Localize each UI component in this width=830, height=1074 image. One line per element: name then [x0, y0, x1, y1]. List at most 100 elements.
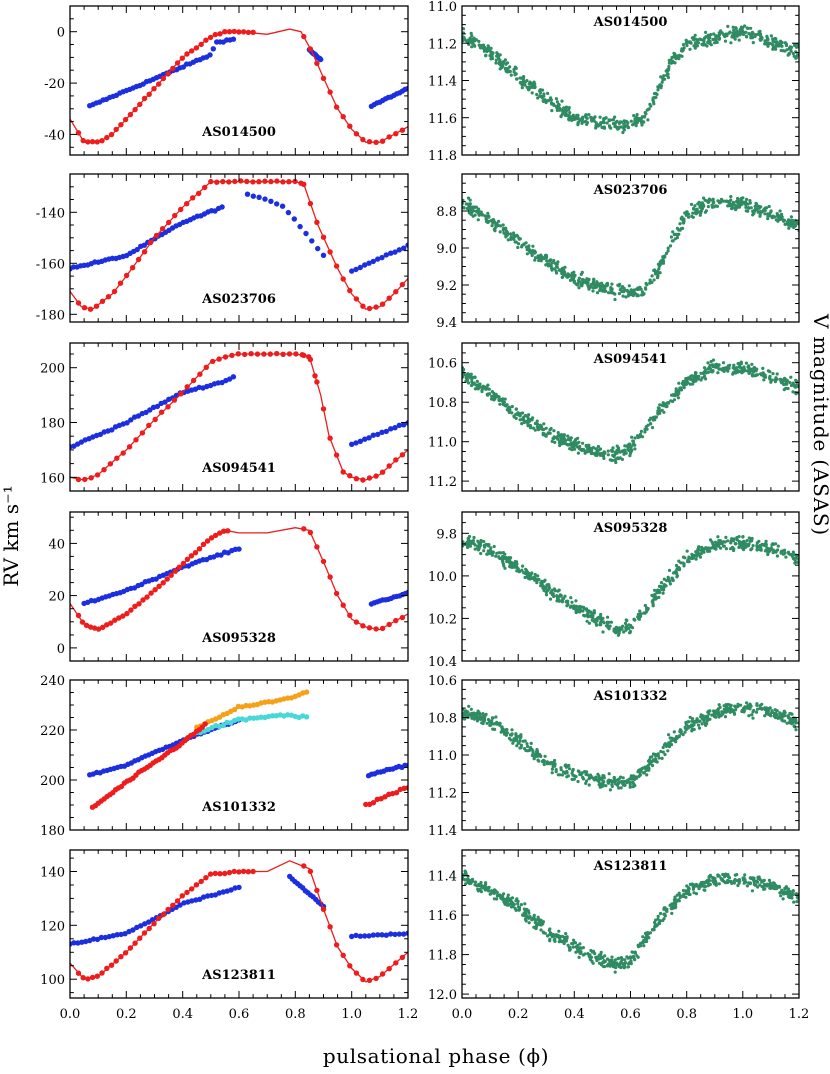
data-point-asas: [587, 287, 591, 291]
data-point-asas: [777, 216, 781, 220]
data-point-asas: [751, 41, 755, 45]
data-point-asas: [725, 34, 729, 38]
data-point-asas: [744, 205, 748, 209]
data-point-asas: [549, 96, 553, 100]
data-point-asas: [748, 199, 752, 203]
data-point-asas: [688, 40, 692, 44]
data-point-blue: [124, 420, 130, 426]
data-point-asas: [517, 570, 521, 574]
data-point-asas: [658, 403, 662, 407]
data-point-asas: [616, 778, 620, 782]
data-point-red: [221, 528, 227, 534]
data-point-asas: [787, 895, 792, 900]
data-point-asas: [780, 888, 784, 892]
data-point-red: [193, 45, 200, 51]
data-point-asas: [706, 205, 711, 209]
data-point-red: [184, 556, 191, 562]
x-ticks: [69, 174, 409, 322]
data-point-blue: [134, 246, 140, 253]
data-point-asas: [613, 450, 618, 454]
data-point-asas: [766, 214, 770, 218]
data-point-asas: [499, 896, 503, 900]
data-point-asas: [493, 397, 497, 401]
data-point-red: [172, 212, 178, 219]
data-point-red: [99, 970, 105, 976]
data-point-asas: [713, 713, 717, 717]
data-point-asas: [521, 80, 525, 84]
data-point-asas: [720, 878, 724, 882]
data-point-asas: [607, 291, 611, 295]
data-point-asas: [595, 452, 600, 456]
data-point-asas: [469, 707, 473, 711]
data-point-asas: [609, 779, 613, 783]
data-point-asas: [569, 604, 573, 608]
data-point-asas: [601, 964, 605, 968]
data-point-asas: [593, 115, 597, 119]
data-point-red: [268, 178, 274, 185]
data-point-asas: [667, 58, 671, 63]
data-point-asas: [531, 244, 535, 248]
data-point-asas: [546, 432, 550, 436]
data-point-asas: [637, 617, 641, 621]
data-point-asas: [633, 958, 637, 962]
data-point-asas: [744, 34, 749, 38]
data-point-blue: [405, 589, 408, 596]
data-point-asas: [737, 365, 741, 369]
data-point-asas: [717, 703, 721, 707]
data-point-asas: [548, 939, 552, 943]
data-point-asas: [770, 884, 775, 888]
data-point-asas: [595, 280, 599, 284]
data-point-asas: [602, 121, 606, 125]
data-point-red: [80, 137, 86, 144]
data-point-asas: [479, 717, 483, 722]
data-point-asas: [612, 776, 616, 780]
data-point-asas: [558, 593, 562, 597]
data-point-asas: [758, 883, 762, 887]
data-point-asas: [617, 956, 621, 961]
data-point-asas: [723, 366, 727, 370]
data-point-asas: [494, 61, 498, 65]
data-point-asas: [605, 121, 609, 125]
data-point-asas: [661, 750, 665, 754]
data-point-asas: [706, 710, 710, 714]
data-point-asas: [742, 31, 746, 35]
data-point-red: [152, 416, 158, 423]
data-point-asas: [692, 891, 696, 895]
data-point-asas: [581, 278, 585, 282]
data-point-asas: [505, 559, 509, 564]
data-point-asas: [763, 887, 767, 891]
star-label: AS023706: [593, 183, 668, 198]
data-point-asas: [646, 423, 650, 427]
data-point-asas: [584, 779, 589, 783]
data-point-asas: [672, 571, 676, 575]
data-point-asas: [783, 886, 787, 891]
data-point-asas: [755, 707, 760, 711]
data-point-red: [212, 31, 218, 38]
data-point-red: [314, 219, 320, 225]
data-point-red: [166, 219, 172, 226]
data-point-red: [168, 572, 174, 578]
data-point-asas: [714, 363, 718, 367]
data-point-asas: [612, 965, 616, 969]
data-point-asas: [785, 48, 789, 52]
data-point-asas: [479, 210, 483, 214]
data-point-asas: [741, 196, 745, 200]
data-point-asas: [605, 282, 609, 286]
data-point-asas: [488, 723, 492, 728]
data-point-asas: [531, 82, 536, 86]
data-point-asas: [717, 715, 721, 719]
data-point-asas: [556, 431, 560, 435]
data-point-asas: [466, 542, 470, 546]
data-point-red: [366, 475, 373, 481]
data-point-asas: [629, 445, 633, 449]
data-point-asas: [527, 909, 531, 913]
data-point-asas: [695, 717, 699, 721]
data-point-asas: [537, 258, 541, 263]
data-point-red: [105, 294, 112, 300]
data-point-red: [320, 75, 327, 82]
data-point-asas: [499, 551, 503, 555]
data-point-asas: [537, 427, 542, 431]
data-point-asas: [656, 588, 660, 592]
data-point-asas: [544, 434, 548, 438]
